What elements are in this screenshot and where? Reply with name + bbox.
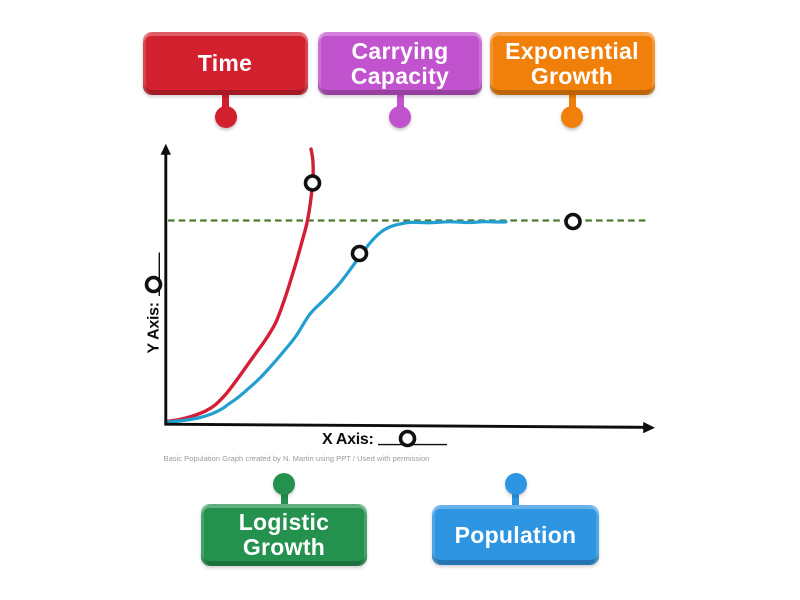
svg-text:Y Axis:: Y Axis: [146,302,163,353]
svg-text:Basic Population Graph created: Basic Population Graph created by N. Mar… [164,454,430,463]
svg-text:X Axis:: X Axis: [322,431,374,448]
